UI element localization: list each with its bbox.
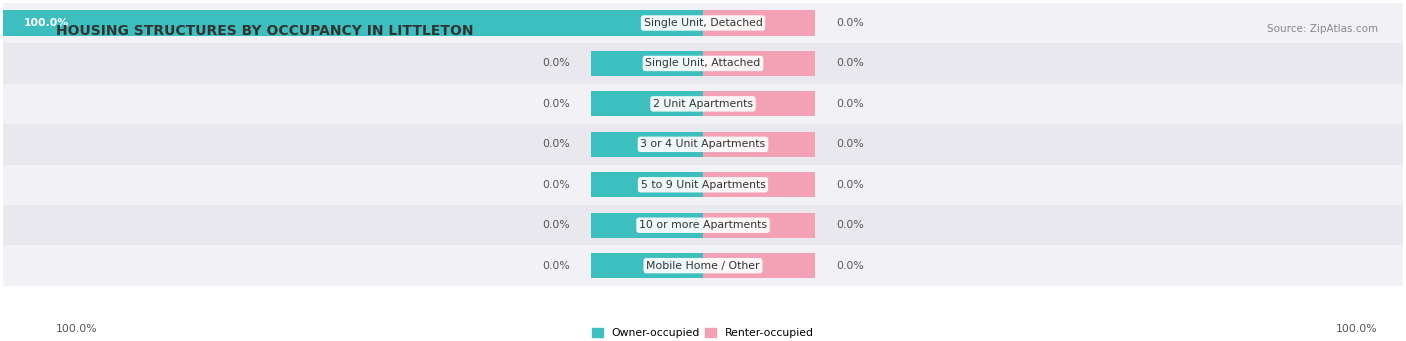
Text: Mobile Home / Other: Mobile Home / Other [647,261,759,271]
Bar [3,124,1403,165]
Text: Single Unit, Detached: Single Unit, Detached [644,18,762,28]
Bar [703,11,815,35]
Text: 0.0%: 0.0% [837,139,863,149]
Legend: Owner-occupied, Renter-occupied: Owner-occupied, Renter-occupied [588,324,818,341]
Text: 100.0%: 100.0% [24,18,69,28]
Bar [703,132,815,157]
Text: 0.0%: 0.0% [543,139,569,149]
Text: 0.0%: 0.0% [837,58,863,69]
Bar [703,213,815,238]
Text: Single Unit, Attached: Single Unit, Attached [645,58,761,69]
Bar [3,205,1403,246]
Text: 0.0%: 0.0% [837,18,863,28]
Text: 2 Unit Apartments: 2 Unit Apartments [652,99,754,109]
Text: Source: ZipAtlas.com: Source: ZipAtlas.com [1267,24,1378,34]
Text: HOUSING STRUCTURES BY OCCUPANCY IN LITTLETON: HOUSING STRUCTURES BY OCCUPANCY IN LITTL… [56,24,474,38]
Bar [3,84,1403,124]
Text: 0.0%: 0.0% [543,180,569,190]
Text: 0.0%: 0.0% [837,261,863,271]
Text: 0.0%: 0.0% [837,180,863,190]
Bar [703,91,815,116]
Bar [591,51,703,76]
Text: 3 or 4 Unit Apartments: 3 or 4 Unit Apartments [641,139,765,149]
Bar [591,213,703,238]
Bar [591,132,703,157]
Bar [591,253,703,278]
Text: 0.0%: 0.0% [543,58,569,69]
Bar [3,165,1403,205]
Text: 100.0%: 100.0% [1336,324,1378,334]
Bar [703,172,815,197]
Bar [591,11,703,35]
Text: 0.0%: 0.0% [543,99,569,109]
Bar [703,51,815,76]
Bar [3,3,1403,43]
Bar [703,253,815,278]
Text: 100.0%: 100.0% [56,324,98,334]
Bar [591,91,703,116]
Bar [3,43,1403,84]
Bar [3,246,1403,286]
Text: 0.0%: 0.0% [837,99,863,109]
Text: 0.0%: 0.0% [543,220,569,230]
Text: 0.0%: 0.0% [837,220,863,230]
Bar [3,11,591,35]
Text: 10 or more Apartments: 10 or more Apartments [638,220,768,230]
Text: 5 to 9 Unit Apartments: 5 to 9 Unit Apartments [641,180,765,190]
Text: 0.0%: 0.0% [543,261,569,271]
Bar [591,172,703,197]
